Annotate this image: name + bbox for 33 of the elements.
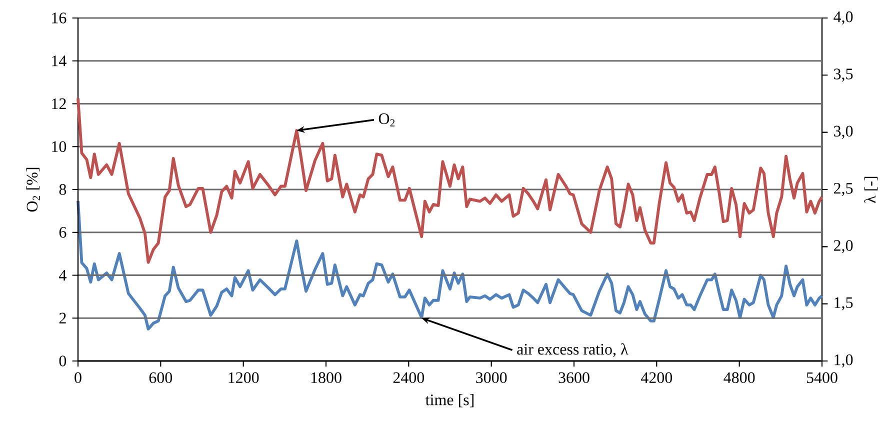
annotation: air excess ratio, λ [517, 343, 628, 357]
x-tick-label: 3000 [476, 372, 507, 384]
y-axis-title: O$_{2}$ [%] [26, 168, 40, 212]
y-tick-label: 14 [52, 56, 66, 66]
y-tick-label: 6 [59, 226, 66, 238]
x-axis-title: time [s] [425, 394, 474, 408]
y-tick-label: 8 [59, 184, 66, 195]
y-tick-label: 16 [52, 12, 66, 24]
y-tick-label: 0 [59, 356, 66, 366]
y2-tick-label: 3,0 [834, 126, 853, 139]
x-tick-label: 5400 [806, 372, 838, 384]
x-tick-label: 4200 [640, 372, 672, 384]
y2-tick-label: 3,5 [834, 68, 853, 82]
x-tick-label: 1800 [311, 372, 342, 384]
x-tick-label: 2400 [393, 372, 424, 384]
y2-tick-label: 2,0 [834, 240, 853, 254]
x-tick-label: 4800 [724, 372, 755, 384]
x-tick-label: 0 [74, 372, 82, 384]
x-tick-label: 1200 [228, 372, 259, 384]
y2-axis-title: λ [-] [864, 176, 878, 203]
x-tick-label: 3600 [558, 372, 590, 384]
y-tick-label: 4 [59, 270, 66, 281]
y-tick-label: 2 [59, 312, 66, 324]
y2-tick-label: 1,0 [834, 354, 853, 368]
x-tick-label: 600 [149, 372, 172, 384]
annotation: O$_{2}$ [378, 113, 395, 126]
line-series [76, 199, 824, 330]
y2-tick-label: 2,5 [834, 182, 853, 196]
y-tick-label: 10 [52, 141, 66, 152]
line-series [76, 96, 824, 264]
y2-tick-label: 1,5 [834, 297, 853, 310]
y-tick-label: 12 [52, 98, 66, 110]
y2-tick-label: 4,0 [834, 11, 853, 25]
